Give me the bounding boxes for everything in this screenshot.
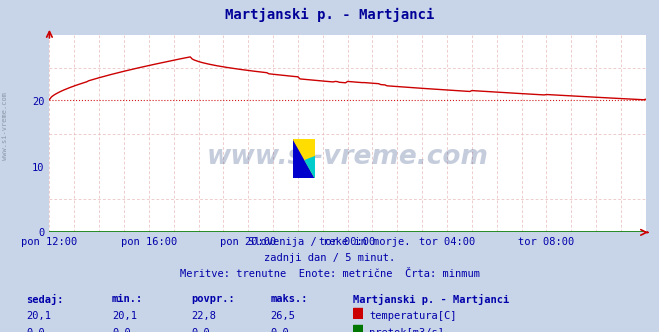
Text: sedaj:: sedaj:: [26, 294, 64, 305]
Text: maks.:: maks.:: [270, 294, 308, 304]
Text: min.:: min.:: [112, 294, 143, 304]
Polygon shape: [293, 139, 315, 178]
Text: Meritve: trenutne  Enote: metrične  Črta: minmum: Meritve: trenutne Enote: metrične Črta: …: [179, 269, 480, 279]
Text: zadnji dan / 5 minut.: zadnji dan / 5 minut.: [264, 253, 395, 263]
Text: 0,0: 0,0: [191, 328, 210, 332]
Text: 20,1: 20,1: [112, 311, 137, 321]
Text: 20,1: 20,1: [26, 311, 51, 321]
Text: 0,0: 0,0: [26, 328, 45, 332]
Text: 26,5: 26,5: [270, 311, 295, 321]
Polygon shape: [293, 139, 315, 178]
Bar: [353, 325, 363, 332]
Text: Slovenija / reke in morje.: Slovenija / reke in morje.: [248, 237, 411, 247]
Text: temperatura[C]: temperatura[C]: [369, 311, 457, 321]
Text: Martjanski p. - Martjanci: Martjanski p. - Martjanci: [225, 8, 434, 23]
Text: 0,0: 0,0: [270, 328, 289, 332]
Bar: [353, 308, 363, 318]
Text: Martjanski p. - Martjanci: Martjanski p. - Martjanci: [353, 294, 509, 305]
Text: povpr.:: povpr.:: [191, 294, 235, 304]
Text: 0,0: 0,0: [112, 328, 130, 332]
Text: www.si-vreme.com: www.si-vreme.com: [207, 144, 488, 170]
Text: www.si-vreme.com: www.si-vreme.com: [2, 92, 9, 160]
Text: 22,8: 22,8: [191, 311, 216, 321]
Polygon shape: [305, 157, 315, 178]
Text: pretok[m3/s]: pretok[m3/s]: [369, 328, 444, 332]
